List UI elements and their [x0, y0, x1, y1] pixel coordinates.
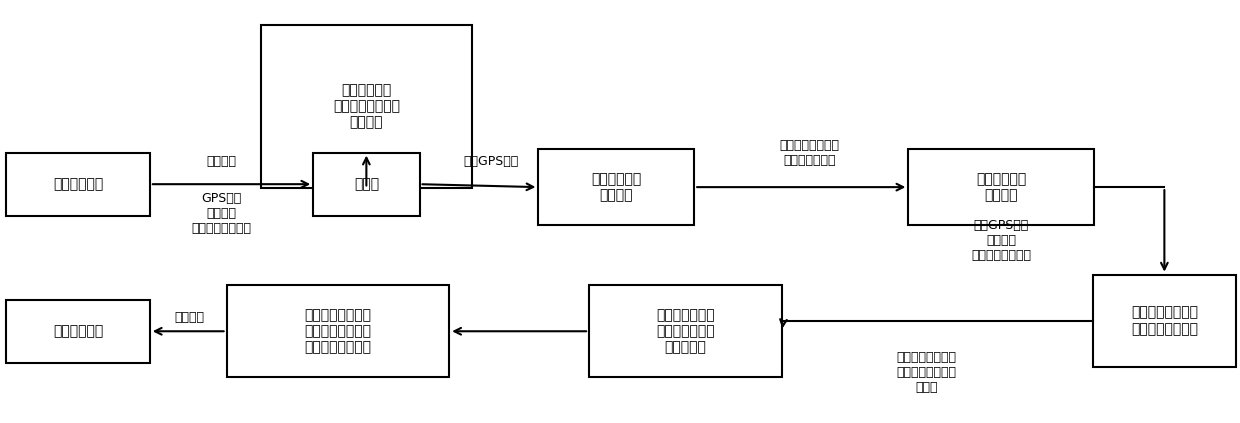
Bar — [6, 300, 150, 363]
Bar — [314, 153, 419, 216]
Text: 读取预测时间、空
间下恶臭污染物浓
度数据: 读取预测时间、空 间下恶臭污染物浓 度数据 — [897, 351, 957, 393]
Text: 云平台: 云平台 — [353, 177, 379, 191]
Text: 根据模型计算
臭气浓度: 根据模型计算 臭气浓度 — [976, 172, 1027, 202]
Bar — [538, 149, 694, 225]
Text: 环境监测部门: 环境监测部门 — [53, 324, 103, 338]
Bar — [589, 285, 782, 377]
Bar — [262, 25, 471, 188]
Text: 根据评价方法、预
警值等对区域进行
恶臭污染评价预警: 根据评价方法、预 警值等对区域进行 恶臭污染评价预警 — [304, 308, 372, 354]
Bar — [1092, 275, 1236, 367]
Text: 读取GPS数据
气象数据
恶臭物质浓度数据: 读取GPS数据 气象数据 恶臭物质浓度数据 — [971, 220, 1032, 262]
Text: 上传数据: 上传数据 — [207, 154, 237, 168]
Text: 设置评价指标
预测时间空间尺度
预警值等: 设置评价指标 预测时间空间尺度 预警值等 — [332, 83, 399, 129]
Bar — [227, 285, 449, 377]
Bar — [6, 153, 150, 216]
Text: 选择臭气浓度
计算模型: 选择臭气浓度 计算模型 — [591, 172, 641, 202]
Text: 根据预测模型预测
恶臭物质扩散趋势: 根据预测模型预测 恶臭物质扩散趋势 — [1131, 306, 1198, 336]
Text: GPS数据
气象数据
恶臭物质浓度数据: GPS数据 气象数据 恶臭物质浓度数据 — [192, 192, 252, 235]
Text: 读取恶臭物质浓度
数据与气象数据: 读取恶臭物质浓度 数据与气象数据 — [779, 139, 839, 167]
Text: 根据臭气浓度计
算模型计算臭气
浓度预测值: 根据臭气浓度计 算模型计算臭气 浓度预测值 — [656, 308, 715, 354]
Text: 上传数据: 上传数据 — [175, 311, 205, 324]
Text: 读取GPS数据: 读取GPS数据 — [464, 155, 520, 168]
Text: 数据采集装置: 数据采集装置 — [53, 177, 103, 191]
Bar — [908, 149, 1094, 225]
